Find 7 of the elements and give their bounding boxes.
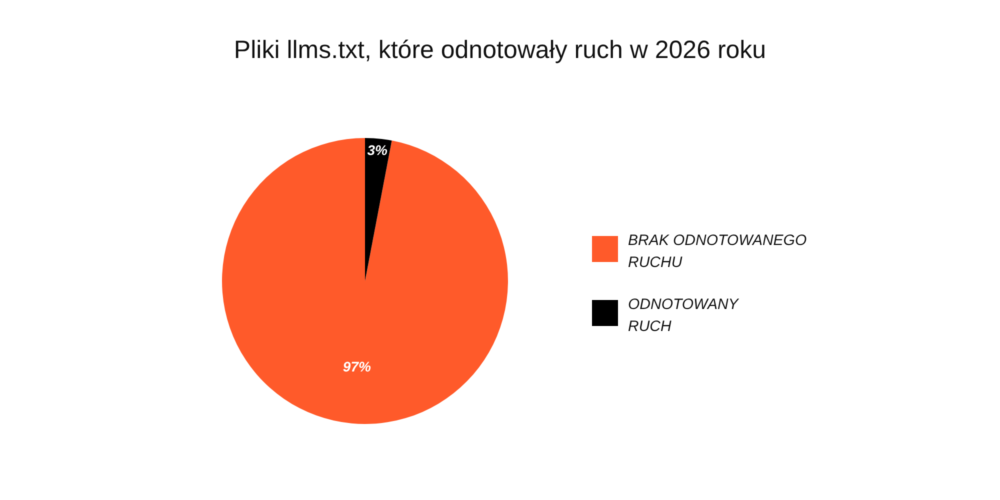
data-label: 97% <box>342 358 372 374</box>
chart-title: Pliki llms.txt, które odnotowały ruch w 2026 roku <box>234 36 766 64</box>
pie-slice <box>222 138 508 424</box>
legend-label: BRAK ODNOTOWANEGO RUCHU <box>628 232 807 271</box>
pie-slice <box>365 138 392 281</box>
legend-label: ODNOTOWANY RUCH <box>628 296 740 335</box>
data-label: 3% <box>367 142 388 158</box>
